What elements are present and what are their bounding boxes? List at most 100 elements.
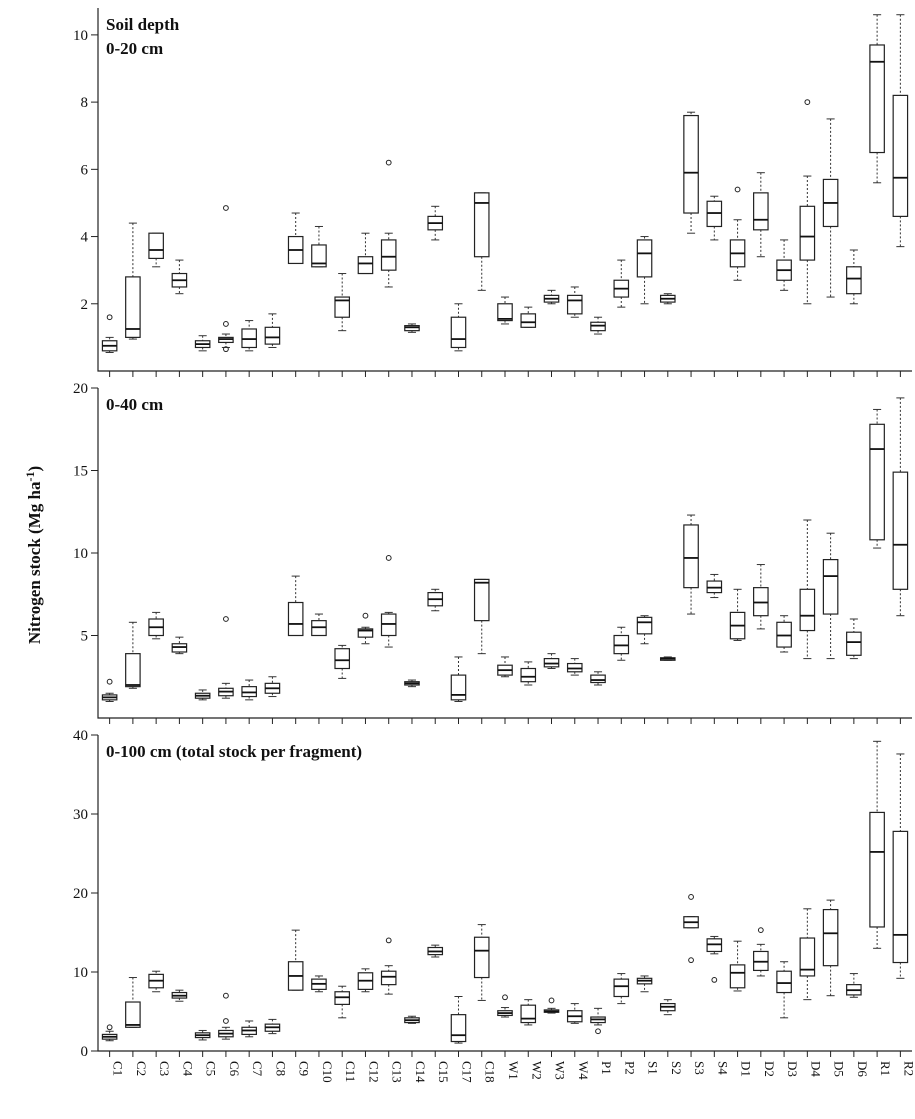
iqr-box (497, 303, 513, 322)
panel-1: 2 4 6 8 10 Soil depth 0-20 cm (73, 8, 912, 377)
box-R2 (892, 397, 909, 617)
box-S1 (636, 975, 653, 993)
iqr-box (846, 266, 862, 295)
box-S3 (683, 111, 699, 234)
outlier-point (362, 612, 369, 619)
x-tick-label-D4: D4 (808, 1061, 823, 1077)
outlier-point (711, 977, 718, 983)
box-C11 (334, 985, 351, 1019)
iqr-box (683, 524, 699, 589)
x-tick-label-C12: C12 (366, 1061, 381, 1083)
outlier-point (223, 321, 229, 327)
box-W3 (543, 289, 560, 305)
box-D1 (729, 588, 746, 641)
box-C11 (334, 644, 351, 679)
outlier-point (385, 555, 392, 561)
box-P1 (590, 671, 606, 686)
x-tick-label-C1: C1 (111, 1061, 126, 1076)
box-C3 (148, 232, 164, 268)
y-tick-label: 5 (81, 629, 89, 645)
outlier-point (223, 616, 229, 622)
outlier-point (688, 957, 694, 964)
box-C2 (125, 621, 141, 689)
y-tick-label: 20 (73, 886, 88, 902)
x-tick-label-C13: C13 (390, 1061, 405, 1083)
x-tick-label-C3: C3 (157, 1061, 172, 1076)
x-tick-label-C15: C15 (436, 1061, 451, 1083)
iqr-box (148, 232, 164, 260)
outlier-point (106, 678, 113, 685)
x-tick-label-S1: S1 (646, 1061, 661, 1075)
box-C1 (101, 1024, 118, 1042)
outlier-point (223, 1018, 229, 1024)
x-axis-category-labels: C1 C2 C3 C4 C5 C6 C7 C8 C9 C10 C11 C12 C13 C14 C15 C17 C… (111, 1061, 915, 1083)
iqr-box (892, 94, 909, 217)
x-tick-label-C10: C10 (320, 1061, 335, 1083)
x-tick-label-C5: C5 (204, 1061, 219, 1076)
x-tick-label-D3: D3 (785, 1061, 800, 1077)
box-D3 (776, 961, 792, 1019)
box-C17 (450, 995, 467, 1044)
box-C17 (450, 303, 467, 352)
box-C7 (241, 320, 257, 352)
box-S1 (636, 236, 653, 305)
box-C14 (404, 1015, 420, 1024)
x-tick-label-P2: P2 (622, 1061, 637, 1075)
box-C4 (171, 636, 188, 655)
outlier-point (223, 346, 229, 353)
iqr-box (729, 964, 746, 989)
box-C10 (311, 975, 327, 993)
y-tick-label: 10 (73, 546, 88, 562)
y-axis-label: Nitrogen stock (Mg ha-1) (23, 466, 44, 644)
iqr-box (357, 256, 374, 275)
box-S2 (659, 293, 676, 305)
box-C1 (101, 314, 118, 354)
x-tick-label-C2: C2 (134, 1061, 149, 1076)
iqr-box (380, 970, 397, 986)
box-C18 (473, 578, 490, 655)
box-C10 (311, 225, 327, 268)
box-W2 (520, 306, 537, 328)
x-tick-label-C7: C7 (250, 1061, 265, 1077)
box-R2 (892, 14, 909, 248)
box-C1 (101, 678, 118, 702)
x-tick-label-R2: R2 (901, 1061, 915, 1076)
y-axis-label-superscript: -1 (23, 472, 37, 482)
box-C4 (171, 989, 188, 1002)
box-P2 (613, 626, 630, 661)
iqr-box (311, 244, 327, 268)
iqr-box (125, 653, 141, 688)
iqr-box (799, 588, 816, 632)
panel-3: 0 10 20 30 40 0-100 cm (total stock per fragm… (73, 728, 912, 1060)
iqr-box (450, 674, 467, 701)
x-tick-label-C17: C17 (459, 1061, 474, 1083)
axis-frame (97, 388, 912, 719)
iqr-box (799, 205, 816, 261)
panel-title: 0-100 cm (total stock per fragment) (106, 742, 362, 761)
panels-group: 2 4 6 8 10 Soil depth 0-20 cm 5 10 15 20 0-40 cm 0 10… (73, 8, 912, 1060)
iqr-box (520, 667, 537, 683)
box-C18 (473, 924, 490, 1001)
box-C13 (380, 159, 397, 288)
x-tick-label-S4: S4 (715, 1061, 730, 1075)
y-tick-label: 4 (81, 230, 89, 246)
box-W4 (566, 1003, 583, 1024)
iqr-box (753, 192, 769, 231)
box-W2 (520, 661, 537, 686)
box-W1 (497, 656, 513, 678)
iqr-box (450, 316, 467, 349)
box-D2 (753, 927, 769, 977)
iqr-box (473, 578, 490, 622)
box-D4 (799, 99, 816, 305)
axis-frame (97, 8, 912, 372)
iqr-box (380, 239, 397, 271)
y-tick-label: 20 (73, 381, 88, 397)
box-R2 (892, 753, 909, 979)
box-R1 (869, 740, 885, 949)
box-W1 (497, 296, 513, 325)
box-S2 (659, 656, 676, 661)
box-S4 (706, 573, 723, 599)
box-D1 (729, 940, 746, 992)
box-C9 (287, 929, 304, 991)
outlier-point (502, 994, 508, 1001)
